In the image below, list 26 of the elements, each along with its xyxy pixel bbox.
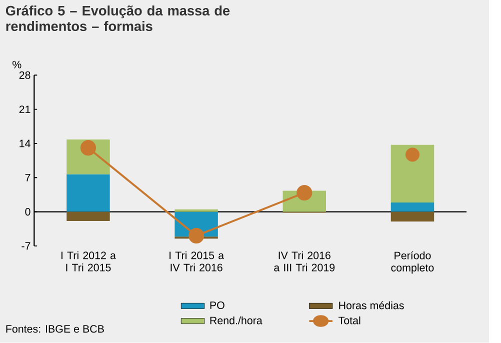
legend-label: Total: [338, 316, 360, 325]
point: [80, 140, 96, 156]
y-tick-label: -7: [22, 242, 30, 250]
bar: [390, 212, 434, 222]
x-tick-label: IV Tri 2016 a III Tri 2019: [274, 252, 335, 272]
y-tick-label: 28: [19, 72, 30, 80]
point: [296, 185, 312, 201]
y-tick-label: 0: [25, 208, 30, 216]
point: [188, 228, 204, 244]
bar: [66, 174, 110, 212]
x-tick-label: I Tri 2015 a IV Tri 2016: [170, 252, 224, 272]
legend-label: Rend./hora: [210, 316, 262, 325]
chart-title: Gráfico 5 – Evolução da massa de rendimentos – formais: [6, 6, 230, 32]
y-tick-label: 21: [19, 106, 30, 114]
x-tick-label: Período completo: [391, 252, 434, 274]
bar: [390, 202, 434, 212]
bar: [390, 145, 434, 203]
text: Fontes: IBGE e BCB: [6, 325, 104, 333]
x-tick-label: I Tri 2012 a I Tri 2015: [61, 252, 116, 272]
bar: [66, 212, 110, 222]
y-axis-title: %: [12, 61, 22, 69]
y-tick-label: 14: [20, 140, 30, 148]
legend-label: Horas médias: [339, 301, 404, 310]
legend-label: PO: [210, 302, 224, 310]
point: [405, 148, 420, 162]
y-tick-label: 7: [25, 174, 30, 182]
